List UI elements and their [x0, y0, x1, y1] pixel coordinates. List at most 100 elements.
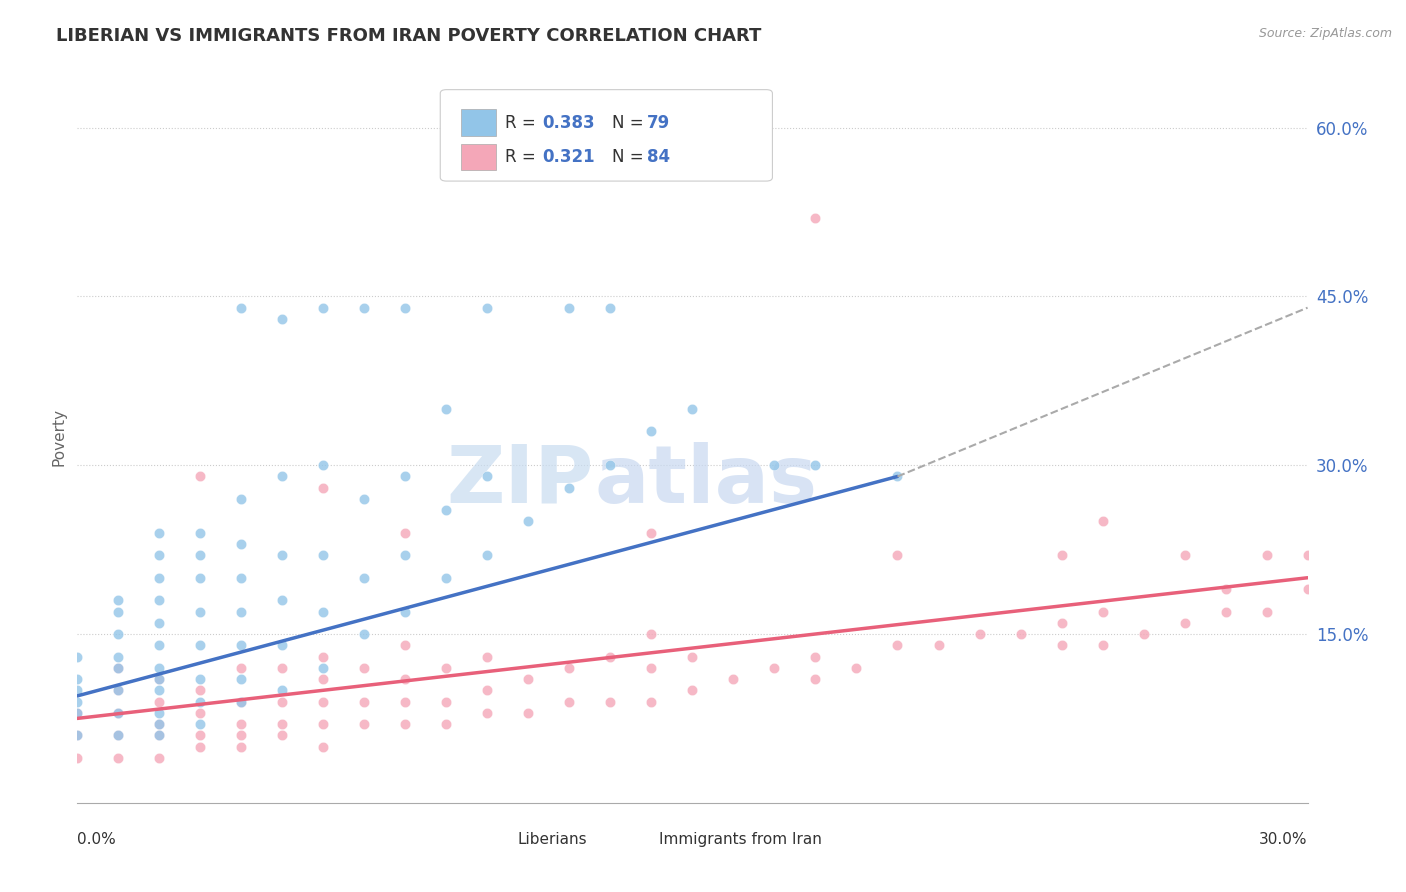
- Text: R =: R =: [506, 148, 541, 166]
- Point: [312, 458, 335, 473]
- Point: [804, 649, 827, 664]
- Point: [231, 672, 253, 686]
- Point: [394, 525, 416, 540]
- Point: [599, 458, 621, 473]
- Point: [231, 717, 253, 731]
- Point: [804, 458, 827, 473]
- Point: [148, 571, 170, 585]
- Point: [353, 661, 375, 675]
- Point: [886, 548, 908, 562]
- Point: [188, 672, 212, 686]
- Point: [1296, 548, 1319, 562]
- Point: [312, 301, 335, 315]
- Point: [1091, 605, 1114, 619]
- Point: [1091, 515, 1114, 529]
- Text: 30.0%: 30.0%: [1260, 832, 1308, 847]
- Point: [517, 515, 540, 529]
- Point: [188, 694, 212, 708]
- Point: [1256, 605, 1278, 619]
- Point: [231, 491, 253, 506]
- Point: [271, 312, 294, 326]
- Point: [148, 694, 170, 708]
- Point: [188, 525, 212, 540]
- Point: [271, 548, 294, 562]
- Point: [436, 503, 458, 517]
- Point: [394, 694, 416, 708]
- Point: [188, 728, 212, 742]
- Point: [148, 672, 170, 686]
- FancyBboxPatch shape: [624, 829, 652, 850]
- Point: [640, 525, 662, 540]
- Point: [640, 627, 662, 641]
- Point: [188, 638, 212, 652]
- Point: [271, 717, 294, 731]
- Text: 84: 84: [647, 148, 671, 166]
- Point: [148, 638, 170, 652]
- Text: ZIP: ZIP: [447, 442, 595, 520]
- Point: [66, 751, 89, 765]
- Point: [271, 728, 294, 742]
- FancyBboxPatch shape: [440, 90, 772, 181]
- Text: R =: R =: [506, 113, 541, 131]
- Point: [231, 537, 253, 551]
- Point: [66, 728, 89, 742]
- Point: [682, 401, 704, 416]
- Point: [66, 649, 89, 664]
- Point: [1091, 638, 1114, 652]
- Point: [231, 694, 253, 708]
- Point: [188, 605, 212, 619]
- Point: [231, 694, 253, 708]
- Point: [271, 694, 294, 708]
- Point: [312, 694, 335, 708]
- Point: [107, 683, 129, 698]
- Point: [517, 706, 540, 720]
- Point: [558, 481, 581, 495]
- Point: [558, 694, 581, 708]
- Point: [804, 211, 827, 225]
- Point: [1132, 627, 1154, 641]
- Point: [231, 739, 253, 754]
- Text: 0.383: 0.383: [543, 113, 595, 131]
- Point: [148, 672, 170, 686]
- Point: [599, 649, 621, 664]
- Point: [1050, 615, 1073, 630]
- Point: [231, 661, 253, 675]
- Point: [640, 694, 662, 708]
- Point: [845, 661, 868, 675]
- Text: N =: N =: [613, 148, 650, 166]
- Point: [312, 605, 335, 619]
- Point: [353, 694, 375, 708]
- Point: [231, 638, 253, 652]
- Point: [107, 728, 129, 742]
- Point: [66, 706, 89, 720]
- Point: [312, 661, 335, 675]
- Point: [231, 571, 253, 585]
- Point: [394, 469, 416, 483]
- Point: [107, 683, 129, 698]
- Text: 0.321: 0.321: [543, 148, 595, 166]
- Point: [517, 672, 540, 686]
- Point: [148, 717, 170, 731]
- Text: atlas: atlas: [595, 442, 817, 520]
- Point: [558, 301, 581, 315]
- Point: [148, 548, 170, 562]
- Point: [436, 717, 458, 731]
- Point: [107, 627, 129, 641]
- Point: [188, 469, 212, 483]
- Point: [353, 491, 375, 506]
- Point: [188, 683, 212, 698]
- Point: [1256, 548, 1278, 562]
- Point: [312, 739, 335, 754]
- Point: [682, 649, 704, 664]
- Point: [886, 638, 908, 652]
- Point: [1215, 582, 1237, 596]
- Point: [271, 593, 294, 607]
- Point: [231, 728, 253, 742]
- Point: [312, 649, 335, 664]
- Point: [353, 301, 375, 315]
- Text: Source: ZipAtlas.com: Source: ZipAtlas.com: [1258, 27, 1392, 40]
- Point: [1050, 548, 1073, 562]
- Point: [640, 661, 662, 675]
- Point: [477, 649, 499, 664]
- Text: Liberians: Liberians: [517, 832, 588, 847]
